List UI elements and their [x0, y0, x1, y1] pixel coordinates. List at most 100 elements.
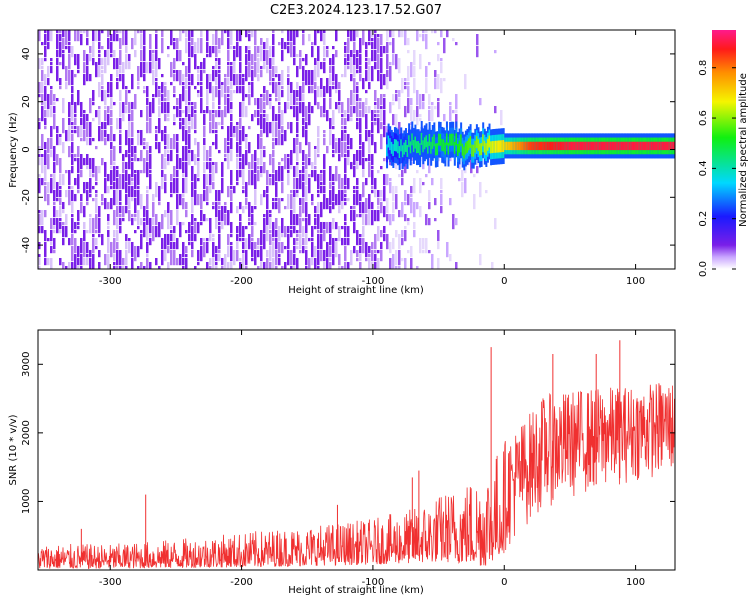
spectrogram-cell	[341, 102, 344, 114]
spectrogram-cell	[296, 194, 299, 198]
colorbar: 0.00.20.40.60.8 Normalized spectral ampl…	[698, 30, 749, 277]
spectrogram-cell	[110, 82, 113, 98]
spectrogram-cell	[329, 206, 332, 214]
spectrogram-cell	[131, 182, 134, 186]
spectrogram-cell	[359, 150, 362, 166]
spectrogram-cell	[206, 186, 209, 202]
spectrogram-cell	[47, 66, 50, 78]
spectrogram-cell	[197, 222, 200, 234]
spectrogram-cell	[170, 242, 173, 250]
spectrogram-cell	[266, 250, 269, 258]
spectrogram-cell	[47, 42, 50, 50]
spectrogram-cell	[77, 174, 80, 190]
spectrogram-cell	[161, 238, 164, 250]
spectrogram-cell	[371, 154, 374, 166]
spectrogram-cell	[236, 158, 239, 170]
spectrogram-cell	[230, 102, 233, 110]
spectrogram-cell	[53, 250, 56, 254]
spectrogram-cell	[104, 198, 107, 210]
spectrogram-cell	[323, 58, 326, 62]
spectrogram-cell	[257, 110, 260, 118]
spectrogram-cell	[377, 54, 380, 70]
spectrogram-cell	[134, 174, 137, 190]
spectrogram-cell	[269, 174, 272, 178]
spectrogram-cell	[149, 146, 152, 154]
spectrogram-cell	[242, 238, 245, 242]
signal-trace-cell	[445, 133, 448, 146]
spectrogram-cell	[194, 130, 197, 134]
spectrogram-cell	[311, 242, 314, 258]
spectrogram-cell	[347, 62, 350, 66]
spectrogram-cell	[215, 46, 218, 58]
spectrogram-cell	[68, 54, 71, 70]
spectrogram-cell	[221, 178, 224, 194]
spectrogram-cell	[281, 70, 284, 86]
spectrogram-cell	[437, 74, 440, 90]
spectrogram-cell	[200, 246, 203, 262]
spectrogram-cell	[356, 82, 359, 86]
spectrogram-cell	[455, 110, 458, 114]
spectrogram-cell	[167, 134, 170, 150]
spectrogram-cell	[329, 130, 332, 146]
signal-trace-cell	[554, 141, 557, 151]
spectrogram-cell	[374, 118, 377, 122]
spectrogram-cell	[188, 42, 191, 58]
spectrogram-cell	[128, 210, 131, 222]
spectrogram-cell	[266, 38, 269, 50]
spectrogram-cell	[155, 50, 158, 62]
spectrogram-cell	[164, 82, 167, 86]
spectrogram-cell	[179, 110, 182, 118]
spectrogram-cell	[119, 38, 122, 50]
spectrogram-cell	[233, 74, 236, 86]
spectrogram-cell	[479, 254, 482, 266]
spectrogram-cell	[104, 106, 107, 110]
spectrogram-cell	[221, 206, 224, 222]
spectrogram-cell	[155, 126, 158, 130]
spectrogram-cell	[62, 174, 65, 186]
spectrogram-cell	[260, 38, 263, 46]
spectrogram-cell	[236, 42, 239, 58]
signal-trace-cell	[505, 141, 508, 151]
signal-trace-cell	[644, 141, 647, 151]
spectrogram-cell	[323, 250, 326, 262]
spectrogram-cell	[128, 114, 131, 122]
spectrogram-cell	[413, 178, 416, 194]
signal-trace-cell	[579, 141, 582, 151]
spectrogram-cell	[377, 98, 380, 110]
spectrogram-cell	[401, 30, 404, 38]
spectrogram-cell	[86, 190, 89, 202]
spectrogram-cell	[377, 118, 380, 134]
spectrogram-cell	[347, 226, 350, 238]
spectrogram-cell	[401, 258, 404, 262]
spectrogram-cell	[56, 58, 59, 66]
spectrogram-cell	[140, 130, 143, 146]
spectrogram-cell	[212, 234, 215, 238]
spectrogram-cell	[182, 174, 185, 178]
spectrogram-cell	[83, 62, 86, 74]
spectrogram-cell	[368, 162, 371, 178]
spectrogram-cell	[191, 102, 194, 106]
spectrogram-cell	[146, 210, 149, 226]
spectrogram-cell	[113, 254, 116, 262]
signal-trace-cell	[672, 141, 675, 151]
spectrogram-cell	[80, 34, 83, 46]
signal-trace-cell	[415, 141, 418, 154]
spectrogram-cell	[215, 134, 218, 150]
spectrogram-cell	[395, 186, 398, 194]
spectrogram-cell	[38, 210, 41, 214]
spectrogram-cell	[317, 214, 320, 230]
spectrogram-cell	[242, 78, 245, 86]
spectrogram-cell	[239, 238, 242, 242]
spectrogram-cell	[278, 166, 281, 182]
signal-trace-cell	[624, 141, 627, 151]
spectrogram-cell	[263, 146, 266, 150]
spectrogram-cell	[275, 250, 278, 266]
spectrogram-cell	[275, 198, 278, 202]
spectrogram-cell	[257, 246, 260, 250]
spectrogram-cell	[203, 174, 206, 190]
spectrogram-cell	[215, 130, 218, 134]
spectrogram-cell	[110, 126, 113, 142]
spectrogram-cell	[77, 190, 80, 194]
spectrogram-cell	[344, 226, 347, 238]
spectrogram-cell	[407, 50, 410, 54]
